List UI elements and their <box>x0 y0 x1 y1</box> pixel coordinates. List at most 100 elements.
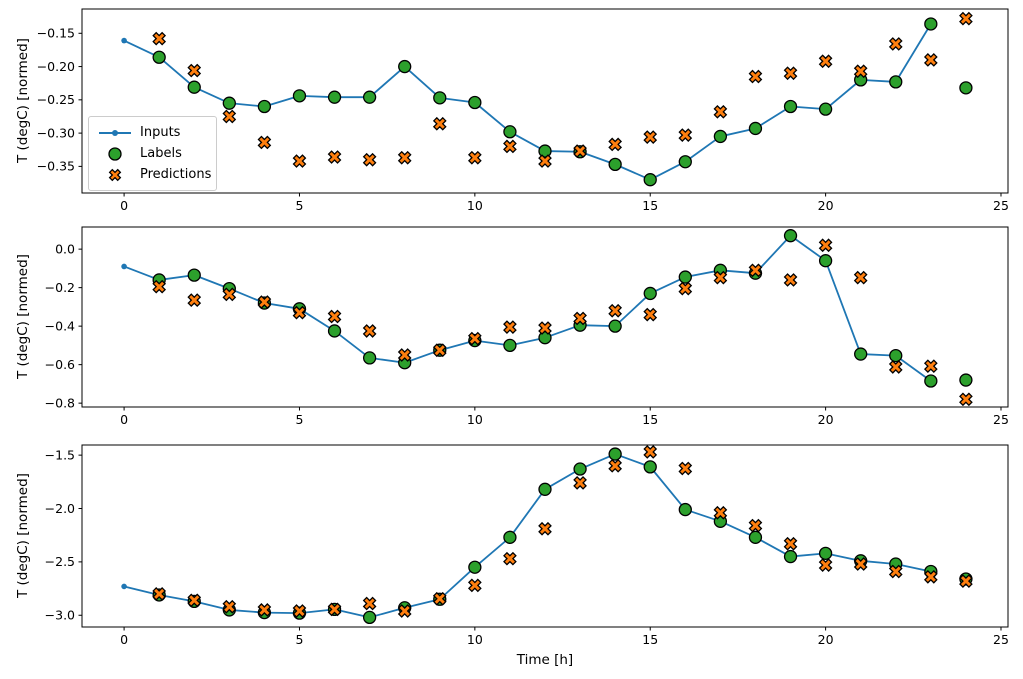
prediction-marker <box>853 557 868 571</box>
prediction-marker <box>222 109 237 124</box>
label-marker <box>468 560 482 574</box>
label-marker <box>538 482 552 496</box>
legend: Inputs Labels Predictions <box>88 116 217 191</box>
label-marker <box>187 80 201 94</box>
prediction-marker <box>783 66 798 81</box>
x-tick-label: 15 <box>642 198 658 213</box>
prediction-marker <box>643 307 658 322</box>
prediction-marker <box>643 130 658 144</box>
prediction-marker <box>678 461 693 476</box>
x-tick-label: 20 <box>818 412 834 427</box>
label-marker <box>152 50 166 64</box>
prediction-marker <box>538 154 552 168</box>
inputs-line <box>123 234 932 382</box>
x-tick-label: 0 <box>120 412 128 427</box>
axes-frame <box>81 8 1009 194</box>
prediction-marker <box>362 596 377 611</box>
prediction-marker <box>152 279 167 294</box>
label-marker <box>678 502 692 517</box>
label-marker <box>818 546 833 560</box>
label-marker <box>643 286 657 301</box>
prediction-marker <box>818 54 833 69</box>
label-marker <box>854 347 868 361</box>
prediction-marker <box>467 150 482 165</box>
prediction-marker <box>713 104 728 119</box>
prediction-marker <box>923 359 938 374</box>
y-tick-label: −0.25 <box>37 92 75 107</box>
prediction-marker <box>327 309 342 324</box>
prediction-marker <box>748 263 763 278</box>
prediction-marker <box>748 69 763 84</box>
inputs-line-series <box>121 232 934 384</box>
prediction-marker <box>187 593 202 608</box>
prediction-marker <box>608 137 623 152</box>
label-marker <box>362 90 377 104</box>
labels-marker-icon <box>97 146 133 162</box>
input-point-marker <box>121 263 127 270</box>
subplot-3: 0 5 10 15 20 25 −1.5 −2.0 −2.5 −3.0 <box>45 444 1009 647</box>
label-marker <box>924 374 938 388</box>
legend-label-predictions: Predictions <box>140 167 212 182</box>
y-tick-label: −1.5 <box>45 447 75 462</box>
predictions-series <box>152 238 973 407</box>
subplot-1: 0 5 10 15 20 25 −0.15 −0.20 −0.25 −0.30 −0.35 <box>37 8 1009 213</box>
label-marker <box>468 95 482 110</box>
label-marker <box>608 157 622 172</box>
y-tick-label: 0.0 <box>55 241 75 256</box>
y-tick-label: −0.30 <box>37 125 75 140</box>
prediction-marker <box>888 37 903 51</box>
prediction-marker <box>397 604 412 618</box>
x-tick-label: 10 <box>467 198 483 213</box>
prediction-marker <box>257 135 272 150</box>
y-tick-label: −3.0 <box>45 608 75 623</box>
prediction-marker <box>923 53 938 67</box>
label-marker <box>889 75 903 89</box>
prediction-marker <box>222 287 237 302</box>
labels-series <box>152 447 973 625</box>
label-marker <box>187 268 201 282</box>
label-marker <box>643 173 657 187</box>
inputs-line-icon <box>97 125 133 141</box>
label-marker <box>222 96 236 110</box>
prediction-marker <box>327 150 342 164</box>
prediction-marker <box>152 31 167 46</box>
prediction-marker <box>362 324 377 338</box>
prediction-marker <box>152 587 167 601</box>
label-marker <box>362 351 377 365</box>
prediction-marker <box>503 139 517 154</box>
label-marker <box>503 530 517 544</box>
label-marker <box>503 125 517 139</box>
x-tick-label: 25 <box>993 632 1009 647</box>
prediction-marker <box>748 518 763 533</box>
prediction-marker <box>397 348 412 362</box>
prediction-marker <box>503 320 517 334</box>
input-point-marker <box>121 37 127 44</box>
label-marker <box>257 99 272 114</box>
label-marker <box>573 462 587 476</box>
axes-frame <box>81 226 1009 408</box>
prediction-marker <box>467 331 482 346</box>
x-tick-label: 0 <box>120 198 128 213</box>
legend-item-labels: Labels <box>97 143 208 164</box>
label-marker <box>959 373 973 387</box>
prediction-marker <box>923 569 938 584</box>
x-tick-label: 10 <box>467 632 483 647</box>
label-marker <box>503 338 517 353</box>
label-marker <box>538 144 552 158</box>
label-marker <box>292 89 307 103</box>
prediction-marker <box>608 303 623 318</box>
y-tick-label: −0.6 <box>45 357 75 372</box>
labels-series <box>152 229 973 388</box>
prediction-marker <box>257 295 272 309</box>
y-tick-label: −2.5 <box>45 554 75 569</box>
prediction-marker <box>959 11 973 26</box>
label-marker <box>608 447 622 461</box>
y-tick-label: −0.4 <box>45 318 75 333</box>
x-tick-label: 15 <box>642 632 658 647</box>
labels-series <box>152 17 973 187</box>
inputs-line-series <box>121 21 934 183</box>
inputs-line-series <box>121 451 934 621</box>
prediction-marker <box>959 574 973 588</box>
prediction-marker <box>713 505 728 520</box>
